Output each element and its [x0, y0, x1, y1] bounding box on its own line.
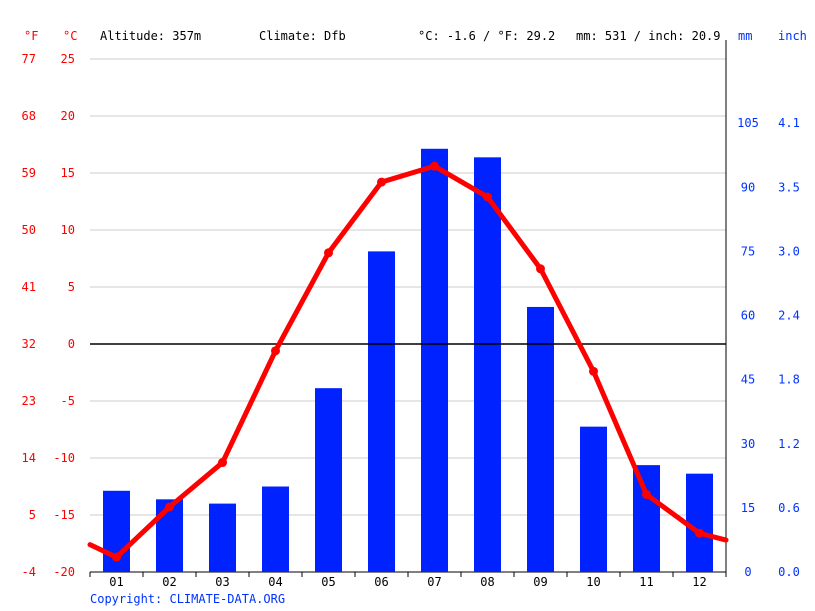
mm-tick-label: 105: [737, 116, 759, 130]
mm-unit-label: mm: [738, 29, 752, 43]
month-tick-label: 10: [586, 575, 600, 589]
mm-tick-label: 60: [741, 309, 755, 323]
precipitation-bar: [580, 426, 607, 572]
celsius-tick-label: -20: [53, 565, 75, 579]
fahrenheit-tick-label: 50: [22, 223, 36, 237]
precipitation-bar: [633, 465, 660, 572]
precipitation-bar: [209, 503, 236, 572]
temperature-point: [271, 346, 280, 356]
precipitation-bar: [527, 306, 554, 572]
month-tick-label: 06: [374, 575, 388, 589]
temperature-point: [377, 177, 386, 187]
temperature-point: [695, 528, 704, 538]
inch-tick-label: 3.0: [778, 244, 800, 258]
precipitation-bars: [103, 148, 713, 572]
precipitation-bar: [315, 388, 342, 572]
fahrenheit-tick-label: 68: [22, 109, 36, 123]
celsius-tick-label: 25: [61, 52, 75, 66]
month-tick-label: 11: [639, 575, 653, 589]
precipitation-bar: [686, 473, 713, 572]
temperature-point: [218, 458, 227, 468]
inch-tick-label: 3.5: [778, 180, 800, 194]
temperature-point: [642, 489, 651, 499]
month-tick-label: 03: [215, 575, 229, 589]
inch-tick-label: 0.0: [778, 565, 800, 579]
right-axis-ticks: 105 4.1 90 3.5 75 3.0 60 2.4 45 1.8 30 1.2 15 0.6 0 0.0: [737, 116, 800, 579]
celsius-tick-label: 10: [61, 223, 75, 237]
fahrenheit-tick-label: 14: [22, 451, 36, 465]
fahrenheit-tick-label: 23: [22, 394, 36, 408]
inch-unit-label: inch: [778, 29, 807, 43]
celsius-tick-label: 5: [68, 280, 75, 294]
month-tick-label: 08: [480, 575, 494, 589]
fahrenheit-tick-label: 77: [22, 52, 36, 66]
temperature-point: [536, 264, 545, 274]
month-tick-label: 02: [162, 575, 176, 589]
celsius-tick-label: 0: [68, 337, 75, 351]
inch-tick-label: 1.8: [778, 373, 800, 387]
gridlines: [90, 58, 726, 516]
precipitation-bar: [262, 486, 289, 572]
average-temperature-label: °C: -1.6 / °F: 29.2: [418, 29, 555, 43]
fahrenheit-tick-label: -4: [22, 565, 36, 579]
temperature-line-group: [87, 161, 729, 562]
celsius-tick-label: -10: [53, 451, 75, 465]
month-tick-label: 05: [321, 575, 335, 589]
mm-tick-label: 30: [741, 437, 755, 451]
fahrenheit-unit-label: °F: [24, 29, 38, 43]
altitude-label: Altitude: 357m: [100, 29, 201, 43]
precipitation-bar: [421, 148, 448, 572]
celsius-tick-label: 15: [61, 166, 75, 180]
x-axis-ticks: 01 02 03 04 05 06 07 08 09 10 11 12: [89, 572, 727, 589]
temperature-point: [112, 552, 121, 562]
month-tick-label: 01: [109, 575, 123, 589]
fahrenheit-tick-label: 41: [22, 280, 36, 294]
temperature-point: [483, 192, 492, 202]
copyright-text: Copyright: CLIMATE-DATA.ORG: [90, 592, 285, 606]
mm-tick-label: 75: [741, 244, 755, 258]
total-precipitation-label: mm: 531 / inch: 20.9: [576, 29, 721, 43]
temperature-line: [87, 163, 729, 560]
fahrenheit-tick-label: 59: [22, 166, 36, 180]
inch-tick-label: 1.2: [778, 437, 800, 451]
temperature-point: [589, 366, 598, 376]
precipitation-bar: [368, 251, 395, 572]
inch-tick-label: 2.4: [778, 309, 800, 323]
inch-tick-label: 0.6: [778, 501, 800, 515]
left-axis-ticks: 77 25 68 20 59 15 50 10 41 5 32 0 23 -5 14 -10 5 -15 -4 -20: [22, 52, 75, 579]
climate-label: Climate: Dfb: [259, 29, 346, 43]
fahrenheit-tick-label: 32: [22, 337, 36, 351]
inch-tick-label: 4.1: [778, 116, 800, 130]
month-tick-label: 09: [533, 575, 547, 589]
temperature-point: [324, 248, 333, 258]
precipitation-bar: [474, 157, 501, 572]
month-tick-label: 04: [268, 575, 282, 589]
celsius-tick-label: 20: [61, 109, 75, 123]
fahrenheit-tick-label: 5: [29, 508, 36, 522]
mm-tick-label: 15: [741, 501, 755, 515]
celsius-tick-label: -15: [53, 508, 75, 522]
mm-tick-label: 45: [741, 373, 755, 387]
temperature-point: [165, 502, 174, 512]
celsius-tick-label: -5: [61, 394, 75, 408]
celsius-unit-label: °C: [63, 29, 77, 43]
mm-tick-label: 90: [741, 180, 755, 194]
mm-tick-label: 0: [744, 565, 751, 579]
month-tick-label: 12: [692, 575, 706, 589]
month-tick-label: 07: [427, 575, 441, 589]
temperature-point: [430, 161, 439, 171]
